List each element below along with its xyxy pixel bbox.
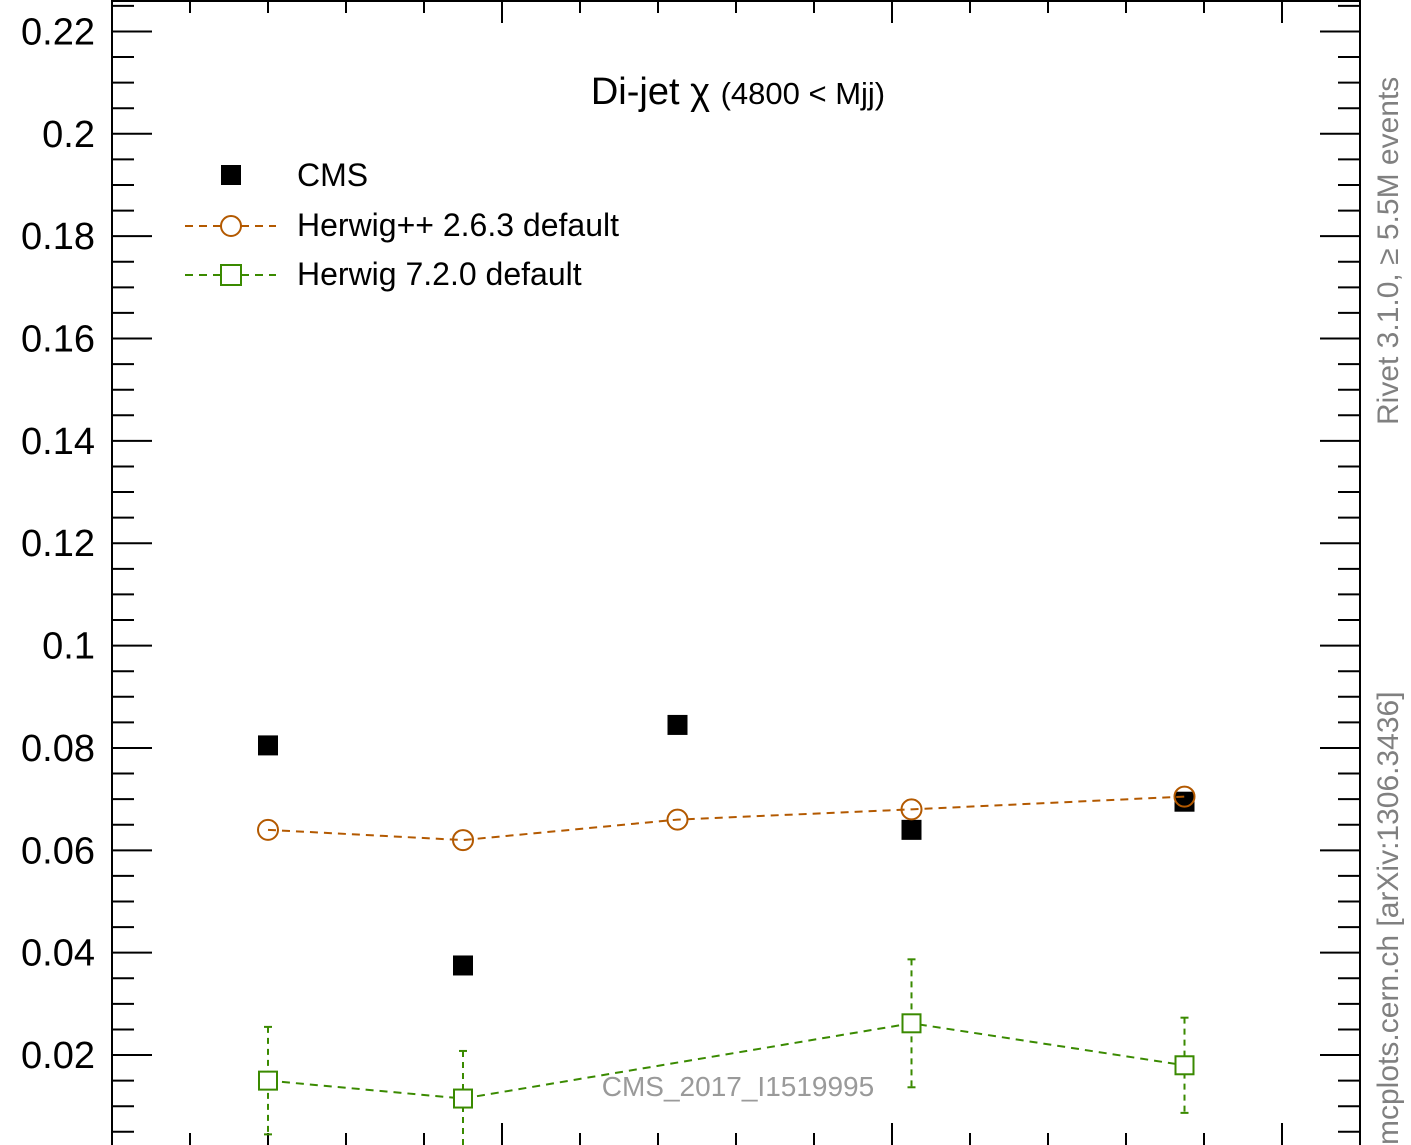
y-tick-label: 0.14 <box>21 421 95 463</box>
data-point <box>453 1088 473 1109</box>
legend: CMS Herwig++ 2.6.3 default Herwig 7.2.0 … <box>185 157 619 292</box>
data-point <box>667 714 688 735</box>
data-point <box>900 798 923 821</box>
data-point <box>452 829 474 852</box>
series-line <box>267 1022 1185 1100</box>
axis-ticks <box>112 1 1360 1145</box>
y-tick-label: 0.1 <box>42 626 95 668</box>
data-point <box>257 818 279 841</box>
y-tick-labels: 0.02 0.04 0.06 0.08 0.1 0.12 0.14 0.16 0.18 0.2 0.… <box>21 11 95 1077</box>
data-point <box>1173 785 1196 808</box>
y-tick-label: 0.18 <box>21 216 95 258</box>
side-label-rivet: Rivet 3.1.0, ≥ 5.5M events <box>1372 77 1405 425</box>
y-tick-label: 0.06 <box>21 830 95 872</box>
y-tick-label: 0.12 <box>21 523 95 565</box>
data-point <box>1174 791 1195 812</box>
y-tick-label: 0.22 <box>21 11 95 53</box>
y-tick-label: 0.08 <box>21 728 95 770</box>
data-point <box>901 819 922 840</box>
y-tick-label: 0.2 <box>42 114 95 156</box>
legend-marker-herwig7 <box>220 264 242 286</box>
series-2 <box>258 958 1195 1145</box>
legend-marker-herwigpp <box>220 215 242 237</box>
legend-marker-cms <box>221 165 241 185</box>
side-label-mcplots: mcplots.cern.ch [arXiv:1306.3436] <box>1372 691 1405 1145</box>
chart-title: Di-jet χ (4800 < Mjj) <box>591 71 885 113</box>
data-point <box>258 1070 278 1091</box>
y-tick-label: 0.04 <box>21 933 95 975</box>
data-point <box>1174 1055 1195 1076</box>
data-series <box>257 714 1196 1145</box>
y-tick-label: 0.02 <box>21 1035 95 1077</box>
data-point <box>901 1013 922 1034</box>
data-point <box>453 955 473 976</box>
data-point <box>666 808 689 831</box>
legend-label-cms: CMS <box>297 157 368 193</box>
series-1 <box>257 785 1196 852</box>
series-line <box>267 795 1185 842</box>
legend-label-herwigpp: Herwig++ 2.6.3 default <box>297 207 619 243</box>
y-tick-label: 0.16 <box>21 319 95 361</box>
legend-label-herwig7: Herwig 7.2.0 default <box>297 256 582 292</box>
data-point <box>258 735 278 756</box>
analysis-watermark: CMS_2017_I1519995 <box>602 1071 874 1102</box>
